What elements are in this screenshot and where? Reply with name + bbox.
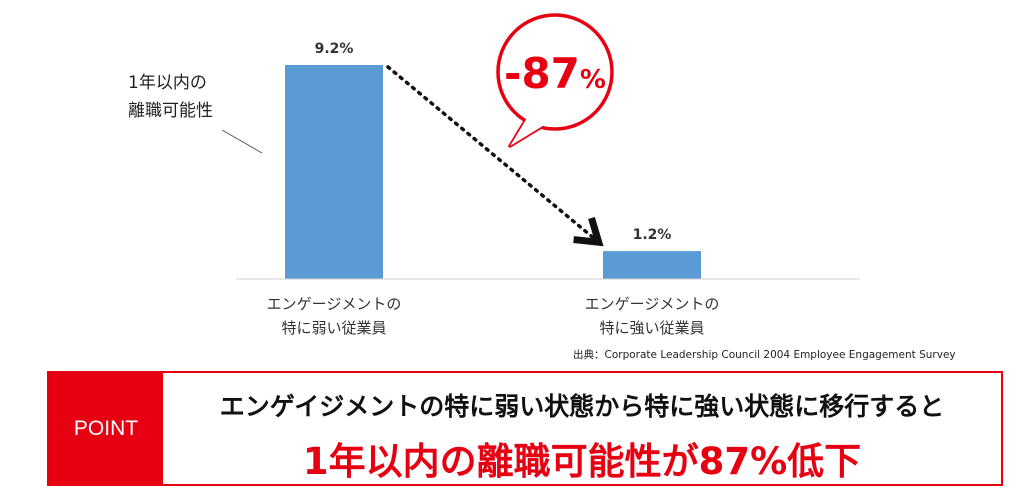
y-axis-label-line1: 1年以内の bbox=[128, 73, 207, 93]
y-label-leader-line bbox=[221, 129, 263, 154]
bar-2 bbox=[603, 251, 701, 279]
category-label-1-line-2: 特に弱い従業員 bbox=[281, 319, 386, 337]
point-summary-line1: エンゲイジメントの特に弱い状態から特に強い状態に移行すると bbox=[219, 392, 945, 421]
y-axis-label-line2: 離職可能性 bbox=[128, 101, 213, 121]
category-label-1-line-1: エンゲージメントの bbox=[267, 295, 402, 313]
bar-chart: 1年以内の 離職可能性 9.2%エンゲージメントの特に弱い従業員1.2%エンゲー… bbox=[128, 13, 860, 337]
point-label: POINT bbox=[49, 373, 163, 484]
bar-value-label-1: 9.2% bbox=[315, 41, 354, 57]
source-note: 出典：Corporate Leadership Council 2004 Emp… bbox=[573, 349, 956, 361]
decline-arrow bbox=[386, 65, 604, 247]
bar-1 bbox=[285, 65, 383, 279]
point-summary-line2: 1年以内の離職可能性が87%低下 bbox=[302, 440, 862, 483]
callout-text: -87% bbox=[504, 49, 606, 98]
category-label-2-line-1: エンゲージメントの bbox=[585, 295, 720, 313]
point-box: POINT エンゲイジメントの特に弱い状態から特に強い状態に移行すると 1年以内… bbox=[47, 371, 1003, 486]
category-label-2-line-2: 特に強い従業員 bbox=[599, 319, 704, 337]
callout-bubble: -87% bbox=[496, 13, 614, 148]
bar-value-label-2: 1.2% bbox=[633, 227, 672, 243]
